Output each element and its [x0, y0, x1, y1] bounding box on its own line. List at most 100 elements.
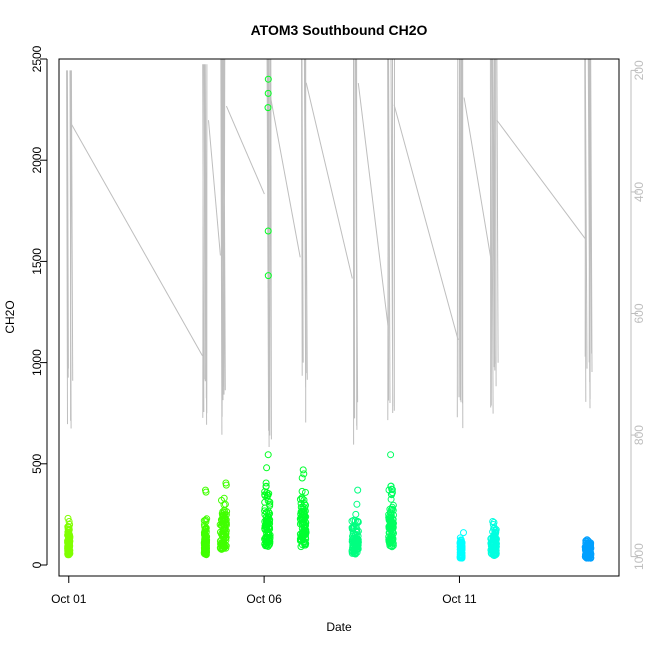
data-point [302, 519, 310, 527]
data-point [300, 523, 308, 531]
data-point [261, 526, 269, 534]
data-point [354, 486, 362, 494]
pressure-transit [208, 120, 221, 256]
data-point [262, 483, 270, 491]
pressure-trace [456, 59, 464, 429]
pressure-trace [489, 59, 499, 414]
data-point [263, 519, 271, 527]
data-point [202, 537, 210, 545]
pressure-transit [305, 82, 353, 279]
data-point [219, 511, 227, 519]
data-point [387, 490, 395, 498]
data-point [458, 553, 465, 561]
y2-tick-label: 800 [632, 425, 646, 445]
y-tick-label: 1000 [30, 349, 44, 376]
data-point [218, 516, 226, 524]
data-point [65, 518, 73, 525]
data-point [296, 495, 304, 503]
data-point [388, 485, 396, 493]
data-point [457, 543, 465, 551]
data-point [264, 227, 272, 235]
data-point [297, 543, 305, 551]
data-point [583, 536, 591, 544]
data-point [387, 495, 395, 503]
y-tick-label: 0 [30, 561, 44, 568]
data-point [264, 512, 272, 520]
pressure-transit [496, 119, 586, 239]
data-point [354, 542, 362, 550]
data-points [64, 75, 595, 562]
y-tick-label: 2000 [30, 147, 44, 174]
data-point [264, 104, 272, 112]
data-point [456, 540, 464, 548]
data-point [458, 539, 466, 547]
data-point [352, 510, 360, 518]
data-point [492, 541, 500, 549]
pressure-transit [269, 96, 301, 258]
data-point [349, 544, 357, 552]
data-point [203, 515, 211, 523]
data-point [66, 531, 73, 539]
data-point [299, 503, 307, 511]
pressure-trace [220, 59, 226, 435]
data-point [221, 543, 229, 551]
x-tick-label: Oct 11 [442, 592, 477, 606]
data-point [302, 488, 309, 496]
pressure-trace [266, 59, 272, 448]
data-point [350, 537, 358, 545]
data-point [202, 516, 210, 524]
data-point [222, 521, 230, 529]
data-point [353, 528, 361, 536]
data-point [585, 554, 593, 562]
y-tick-label: 1500 [30, 248, 44, 275]
data-point [222, 481, 230, 489]
data-point [202, 524, 210, 532]
data-point [202, 529, 210, 537]
data-point [300, 496, 308, 504]
data-point [202, 488, 210, 496]
data-point [262, 479, 270, 487]
data-point [389, 506, 397, 514]
data-point [299, 511, 307, 519]
pressure-trace [387, 59, 395, 421]
data-point [585, 538, 593, 546]
data-point [64, 529, 72, 537]
pressure-lines [66, 59, 593, 448]
chart-title: ATOM3 Southbound CH2O [251, 22, 428, 38]
pressure-transit [463, 97, 492, 258]
data-point [490, 524, 498, 532]
pressure-trace [202, 64, 208, 425]
data-point [353, 500, 361, 508]
pressure-transit [71, 124, 203, 357]
data-point [582, 548, 590, 556]
pressure-trace [584, 59, 593, 409]
data-point [264, 75, 272, 83]
data-point [264, 451, 272, 459]
data-point [298, 494, 306, 502]
data-point [221, 500, 229, 508]
data-point [263, 539, 271, 547]
data-point [300, 500, 308, 508]
data-point [389, 515, 397, 523]
data-point [489, 528, 497, 536]
data-point [65, 540, 73, 547]
data-point [492, 526, 500, 534]
y2-tick-label: 400 [632, 182, 646, 202]
data-point [219, 520, 227, 528]
data-point [299, 535, 307, 543]
data-point [66, 549, 74, 557]
data-point [261, 504, 269, 512]
x-tick-label: Oct 06 [246, 592, 282, 606]
data-point [299, 528, 307, 536]
data-point [489, 521, 497, 528]
data-point [222, 544, 230, 552]
data-point [264, 89, 272, 97]
data-point [264, 542, 272, 550]
data-point [298, 487, 306, 495]
data-point [265, 528, 272, 536]
pressure-transit [393, 104, 459, 341]
data-point [300, 510, 308, 518]
data-point [202, 532, 210, 540]
data-point [64, 523, 72, 530]
pressure-transit [357, 83, 389, 327]
